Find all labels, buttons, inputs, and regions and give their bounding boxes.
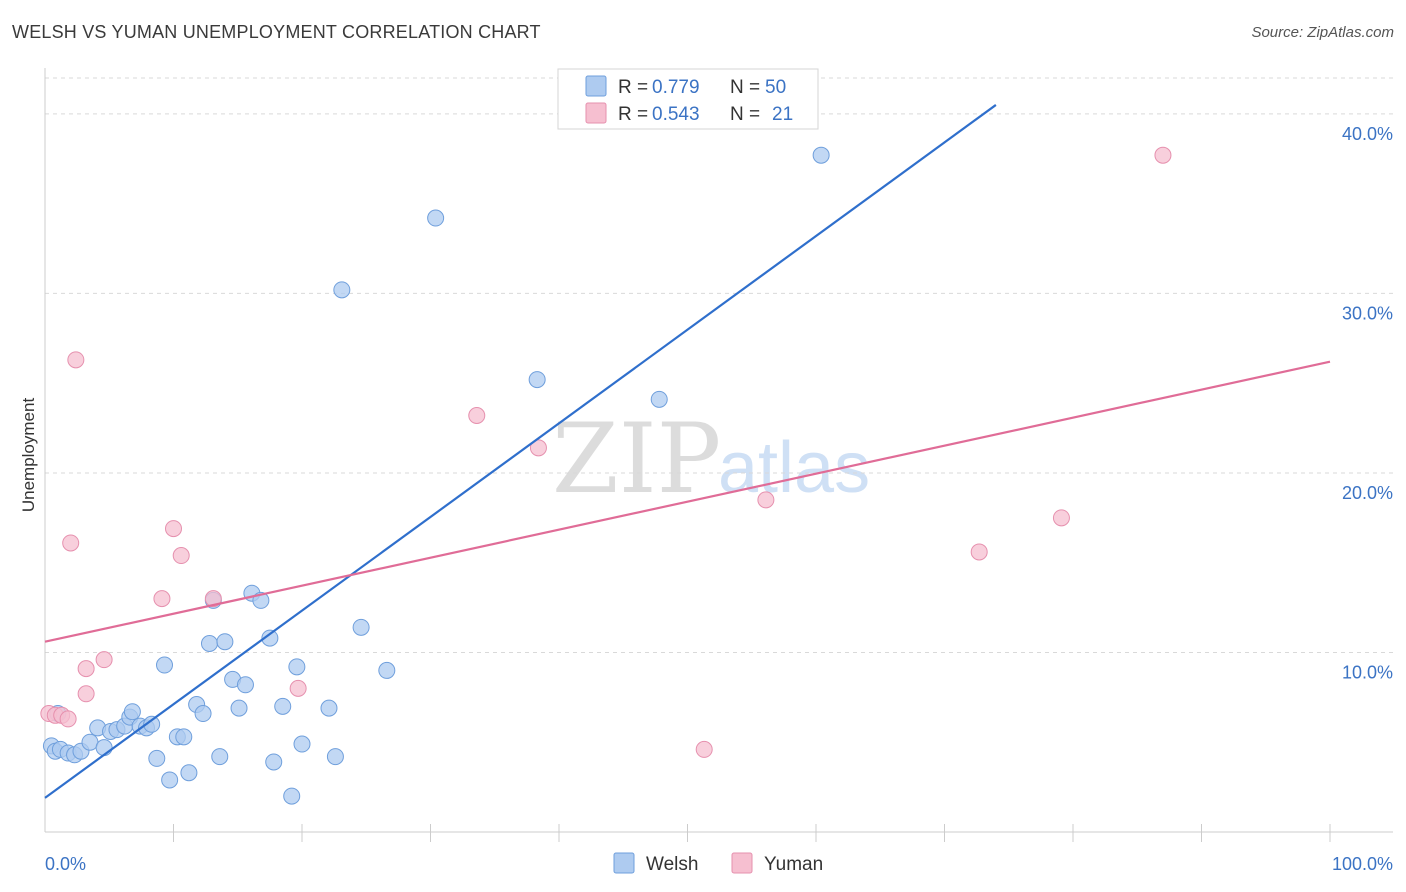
y-tick-label: 40.0% — [1342, 124, 1393, 144]
yuman-point — [95, 651, 113, 669]
welsh-point — [148, 749, 166, 767]
x-tick-label-max: 100.0% — [1332, 854, 1393, 874]
gridlines — [45, 77, 1393, 653]
welsh-point — [123, 703, 141, 721]
welsh-point — [194, 705, 212, 723]
legend-welsh-swatch — [585, 75, 607, 97]
legend-welsh-n-label: N = — [730, 77, 760, 98]
welsh-point — [180, 764, 198, 782]
legend-welsh-r-value: 0.779 — [652, 77, 700, 98]
legend-bottom-welsh-swatch — [613, 852, 635, 874]
welsh-point — [230, 699, 248, 717]
watermark-atlas: atlas — [718, 428, 870, 508]
x-tick-label-min: 0.0% — [45, 854, 86, 874]
welsh-point — [200, 635, 218, 652]
legend-bottom-welsh-label: Welsh — [646, 854, 698, 875]
welsh-point — [156, 656, 174, 674]
y-tick-label: 30.0% — [1342, 303, 1393, 323]
yuman-point — [204, 590, 222, 608]
yuman-trendline — [44, 360, 1331, 643]
welsh-point — [143, 715, 161, 733]
welsh-point — [352, 618, 370, 636]
legend-series: Welsh Yuman — [613, 852, 823, 875]
welsh-point — [320, 699, 338, 717]
yuman-point — [153, 590, 171, 608]
welsh-point — [161, 771, 179, 789]
yuman-point — [289, 679, 307, 697]
yuman-point — [970, 543, 988, 561]
welsh-point — [812, 146, 830, 164]
y-tick-labels: 10.0% 20.0% 30.0% 40.0% — [1342, 124, 1393, 683]
welsh-point — [288, 658, 306, 676]
legend-stats: R = 0.779 N = 50 R = 0.543 N = 21 — [557, 68, 819, 130]
legend-welsh-r-label: R = — [618, 77, 648, 98]
welsh-point — [261, 629, 279, 647]
welsh-point — [81, 733, 99, 751]
welsh-point — [216, 633, 234, 651]
legend-yuman-swatch — [585, 102, 607, 124]
chart-title: WELSH VS YUMAN UNEMPLOYMENT CORRELATION … — [12, 22, 541, 42]
welsh-point — [427, 209, 445, 227]
yuman-point — [1052, 509, 1070, 527]
yuman-point — [1154, 146, 1172, 164]
legend-welsh-n-value: 50 — [765, 77, 786, 98]
yuman-points — [40, 146, 1172, 758]
welsh-point — [95, 739, 113, 757]
legend-bottom-yuman-label: Yuman — [764, 854, 823, 875]
yuman-point — [77, 660, 95, 678]
trendlines — [44, 104, 1331, 799]
yuman-point — [172, 547, 190, 565]
legend-bottom-yuman-swatch — [731, 852, 753, 874]
welsh-point — [211, 748, 229, 766]
yuman-point — [77, 685, 95, 703]
y-tick-label: 20.0% — [1342, 483, 1393, 503]
welsh-point — [326, 748, 344, 766]
legend-yuman-n-label: N = — [730, 104, 760, 125]
welsh-points — [42, 146, 830, 805]
yuman-point — [529, 439, 547, 457]
watermark-zip: ZIP — [552, 403, 721, 515]
yuman-point — [757, 491, 775, 509]
legend-yuman-r-value: 0.543 — [652, 104, 700, 125]
axes — [44, 68, 1393, 833]
welsh-point — [333, 281, 351, 299]
yuman-point — [67, 351, 85, 369]
yuman-point — [695, 740, 713, 758]
y-tick-label: 10.0% — [1342, 662, 1393, 682]
welsh-point — [175, 728, 193, 746]
welsh-point — [528, 371, 546, 389]
yuman-point — [468, 407, 486, 425]
legend-yuman-n-value: 21 — [772, 104, 793, 125]
yuman-point — [165, 520, 182, 538]
welsh-point — [378, 661, 396, 679]
welsh-point — [650, 390, 668, 408]
welsh-point — [274, 697, 292, 715]
source-credit: Source: ZipAtlas.com — [1251, 24, 1394, 41]
yuman-point — [59, 710, 77, 728]
welsh-point — [236, 676, 254, 694]
welsh-point — [265, 753, 283, 771]
welsh-point — [293, 735, 311, 753]
yuman-point — [62, 534, 80, 552]
legend-yuman-r-label: R = — [618, 104, 648, 125]
welsh-trendline — [44, 104, 997, 799]
x-tick-marks — [173, 824, 1331, 842]
welsh-point — [283, 787, 301, 805]
y-axis-label: Unemployment — [19, 398, 38, 513]
